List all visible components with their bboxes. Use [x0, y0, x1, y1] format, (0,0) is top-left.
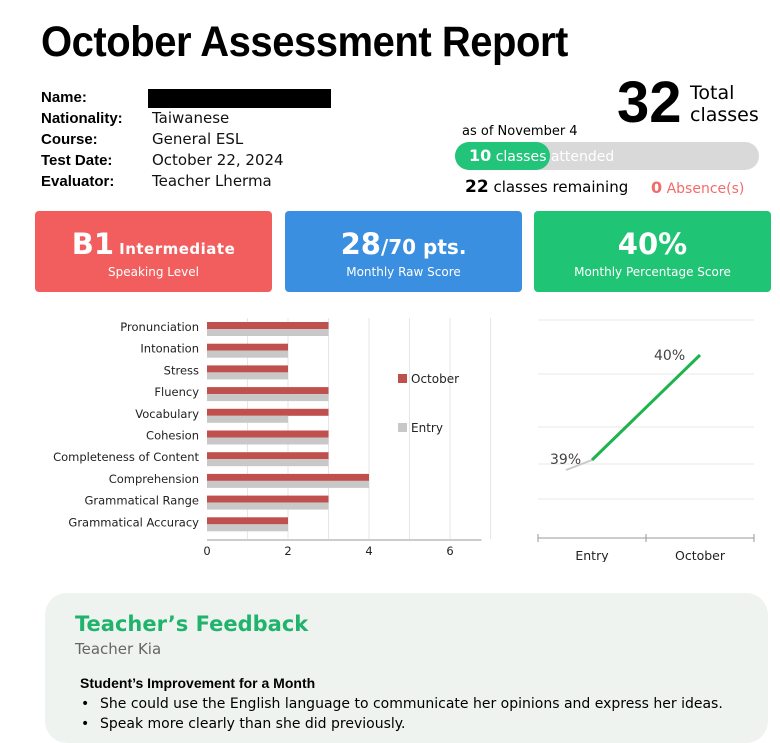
bar-october	[207, 517, 288, 525]
nationality-label: Nationality:	[41, 110, 123, 127]
category-label: Stress	[164, 363, 199, 377]
feedback-list: She could use the English language to co…	[80, 694, 760, 734]
bar-october	[207, 322, 329, 329]
category-label: Grammatical Accuracy	[68, 515, 199, 529]
report-title: October Assessment Report	[41, 18, 568, 66]
x-tick-label: 6	[446, 544, 453, 558]
bar-october	[207, 495, 329, 503]
bar-october	[207, 365, 288, 373]
bar-entry	[207, 480, 369, 488]
bar-october	[207, 473, 369, 481]
feedback-heading: Student’s Improvement for a Month	[80, 675, 316, 691]
bar-entry	[207, 524, 288, 532]
x-tick-label: 0	[203, 544, 210, 558]
evaluator-value: Teacher Lherma	[152, 172, 272, 190]
bar-october	[207, 452, 329, 460]
attendance-progress-fill: 10 classes attended	[455, 142, 614, 170]
legend-label: October	[411, 372, 459, 386]
legend-swatch	[398, 423, 407, 432]
x-tick-label: 2	[284, 544, 291, 558]
category-label: Pronunciation	[120, 320, 199, 334]
category-label: Comprehension	[109, 472, 199, 486]
percentage-line-chart: 39% 40% Entry October	[537, 319, 755, 562]
list-item: Speak more clearly than she did previous…	[80, 714, 760, 734]
bar-october	[207, 430, 329, 438]
category-label: Fluency	[154, 385, 199, 399]
bar-entry	[207, 502, 329, 510]
redacted-name	[148, 89, 331, 108]
bar-october	[207, 343, 288, 351]
legend-swatch	[398, 374, 407, 383]
total-classes-label: Total classes	[690, 82, 759, 126]
feedback-teacher: Teacher Kia	[75, 640, 162, 658]
bar-entry	[207, 372, 288, 380]
nationality-value: Taiwanese	[152, 109, 230, 127]
category-label: Entry	[575, 548, 609, 562]
attendance-progress-bar: 10 classes attended	[455, 142, 759, 170]
course-value: General ESL	[152, 130, 244, 148]
series-line	[590, 353, 702, 462]
test-date-value: October 22, 2024	[152, 151, 284, 169]
bar-entry	[207, 415, 288, 423]
evaluator-label: Evaluator:	[41, 173, 115, 190]
bar-october	[207, 408, 329, 416]
classes-remaining: 22 classes remaining	[465, 177, 629, 197]
skills-bar-chart: Pronunciation Intonation Stress Fluency Voca…	[53, 318, 491, 558]
bar-entry	[207, 329, 329, 336]
series-line-lead	[565, 459, 593, 471]
list-item: She could use the English language to co…	[80, 694, 760, 714]
category-label: Grammatical Range	[84, 494, 199, 508]
category-label: Cohesion	[146, 429, 199, 443]
bar-entry	[207, 350, 288, 358]
feedback-title: Teacher’s Feedback	[75, 612, 309, 636]
data-label: 40%	[654, 348, 685, 364]
course-label: Course:	[41, 131, 98, 148]
raw-score-card: 28/70 pts. Monthly Raw Score	[285, 211, 522, 292]
bar-entry	[207, 437, 329, 445]
as-of-date: as of November 4	[462, 124, 578, 139]
data-label: 39%	[550, 452, 581, 468]
bar-october	[207, 387, 329, 395]
x-tick-label: 4	[365, 544, 372, 558]
category-label: Vocabulary	[135, 407, 199, 421]
bar-entry	[207, 394, 329, 402]
test-date-label: Test Date:	[41, 152, 113, 169]
bar-entry	[207, 459, 329, 467]
total-classes-count: 32	[617, 70, 682, 135]
category-label: Intonation	[140, 342, 199, 356]
name-label: Name:	[41, 89, 87, 106]
legend-label: Entry	[411, 421, 443, 435]
absences: 0 Absence(s)	[651, 178, 745, 197]
category-label: October	[675, 548, 726, 562]
speaking-level-card: B1 Intermediate Speaking Level	[35, 211, 272, 292]
category-label: Completeness of Content	[53, 450, 199, 464]
percentage-score-card: 40% Monthly Percentage Score	[534, 211, 771, 292]
